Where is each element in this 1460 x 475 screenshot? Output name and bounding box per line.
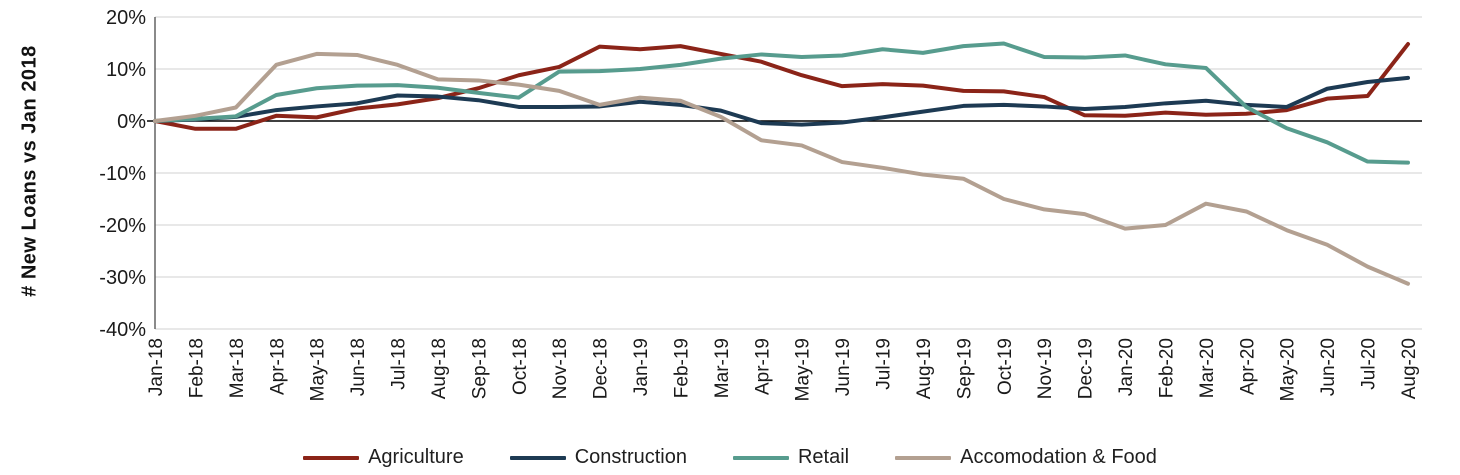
x-tick-label: Jan-20 <box>1116 338 1137 396</box>
x-tick-label: Nov-19 <box>1035 338 1056 399</box>
x-tick-label: Aug-18 <box>429 338 450 399</box>
legend-swatch-accomodation-food <box>895 455 952 460</box>
legend-label-accomodation-food: Accomodation & Food <box>960 446 1157 468</box>
x-tick-label: Feb-20 <box>1156 338 1177 398</box>
x-tick-label: Jun-18 <box>348 338 369 396</box>
x-tick-label: May-20 <box>1278 338 1299 401</box>
x-tick-label: Jul-19 <box>874 338 895 390</box>
x-tick-label: May-19 <box>793 338 814 401</box>
series-line-retail <box>153 41 1410 165</box>
x-tick-label: Jul-20 <box>1359 338 1380 390</box>
x-tick-label: Apr-19 <box>752 338 773 395</box>
x-tick-label: Sep-19 <box>954 338 975 399</box>
x-tick-label: Jan-19 <box>631 338 652 396</box>
legend-label-agriculture: Agriculture <box>368 446 464 468</box>
legend-swatch-construction <box>509 455 566 460</box>
x-tick-label: Mar-20 <box>1197 338 1218 398</box>
legend-label-retail: Retail <box>797 446 850 468</box>
legend-item-construction: Construction <box>509 446 687 469</box>
x-tick-label: Jun-19 <box>833 338 854 396</box>
y-tick-label: -40% <box>99 319 146 341</box>
x-tick-label: Mar-18 <box>227 338 248 398</box>
x-tick-label: Dec-18 <box>591 338 612 399</box>
legend-item-agriculture: Agriculture <box>303 446 464 469</box>
series-line-accomodation-food <box>153 51 1410 286</box>
x-tick-label: Jul-18 <box>389 338 410 390</box>
x-tick-label: Mar-19 <box>712 338 733 398</box>
y-tick-label: 10% <box>106 59 146 81</box>
plot-area: 20% 10% 0% -10% -20% -30% -40%Jan-18 Feb-18 Mar-… <box>99 7 1422 401</box>
x-tick-label: Apr-20 <box>1237 338 1258 395</box>
legend-item-accomodation-food: Accomodation & Food <box>895 446 1157 469</box>
y-tick-label: 0% <box>117 111 146 133</box>
y-tick-label: -30% <box>99 267 146 289</box>
legend-item-retail: Retail <box>732 446 850 469</box>
x-tick-label: Oct-18 <box>510 338 531 395</box>
x-tick-label: Nov-18 <box>550 338 571 399</box>
series-line-agriculture <box>153 42 1410 131</box>
y-tick-label: -20% <box>99 215 146 237</box>
x-tick-label: Feb-18 <box>186 338 207 398</box>
x-tick-label: Jan-18 <box>146 338 167 396</box>
x-tick-label: Dec-19 <box>1076 338 1097 399</box>
x-tick-label: Feb-19 <box>671 338 692 398</box>
x-tick-label: May-18 <box>308 338 329 401</box>
x-tick-label: Aug-20 <box>1399 338 1420 399</box>
x-tick-label: Oct-19 <box>995 338 1016 395</box>
legend-swatch-retail <box>732 455 789 460</box>
legend-label-construction: Construction <box>574 446 687 468</box>
x-tick-label: Aug-19 <box>914 338 935 399</box>
y-tick-label: 20% <box>106 7 146 29</box>
series-line-construction <box>153 75 1410 127</box>
x-tick-label: Sep-18 <box>469 338 490 399</box>
legend: Agriculture Construction Retail Accomodatio… <box>0 446 1460 469</box>
x-tick-label: Jun-20 <box>1318 338 1339 396</box>
legend-swatch-agriculture <box>303 455 360 460</box>
y-tick-label: -10% <box>99 163 146 185</box>
x-tick-label: Apr-18 <box>267 338 288 395</box>
